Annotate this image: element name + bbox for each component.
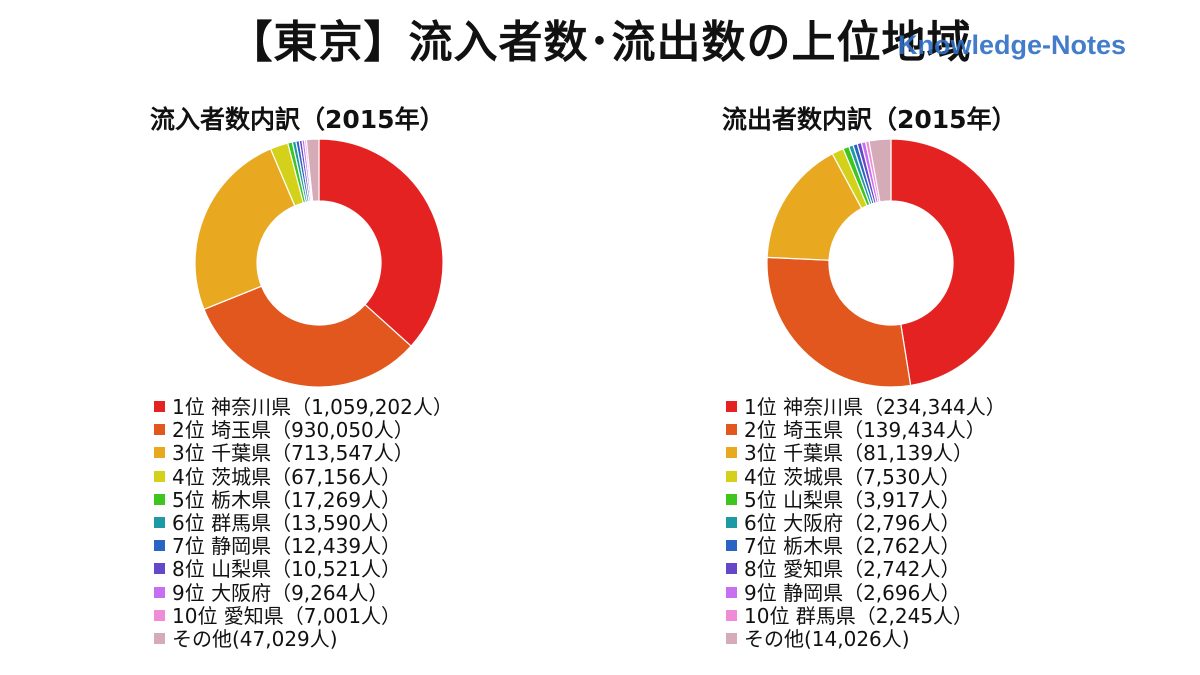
inflow-slice-1 — [318, 138, 444, 347]
legend-label: その他(14,026人) — [744, 626, 910, 651]
legend-label: 1位 神奈川県（1,059,202人） — [172, 395, 453, 419]
inflow-chart-panel: 流入者数内訳（2015年） 1位 神奈川県（1,059,202人） 2位 埼玉県（… — [150, 100, 570, 660]
legend-label: 9位 静岡県（2,696人） — [744, 580, 961, 605]
legend-swatch — [154, 586, 165, 598]
outflow-chart-title: 流出者数内訳（2015年） — [722, 105, 1017, 134]
outflow-chart-panel: 流出者数内訳（2015年） 1位 神奈川県（234,344人） 2位 埼玉県（13… — [722, 100, 1142, 660]
legend-label: 3位 千葉県（81,139人） — [744, 441, 974, 466]
legend-label: 8位 愛知県（2,742人） — [744, 557, 961, 582]
legend-swatch — [154, 470, 165, 482]
outflow-legend-item: 6位 大阪府（2,796人） — [726, 510, 1006, 535]
outflow-legend: 1位 神奈川県（234,344人） 2位 埼玉県（139,434人） 3位 千葉県（… — [726, 395, 1006, 651]
outflow-slice-11 — [868, 138, 892, 203]
legend-swatch — [154, 609, 165, 621]
legend-swatch — [154, 632, 165, 644]
outflow-legend-item: その他(14,026人) — [726, 626, 1006, 651]
outflow-slice-2 — [766, 256, 912, 388]
legend-swatch — [154, 493, 165, 505]
legend-swatch — [726, 632, 737, 644]
legend-label: 2位 埼玉県（930,050人） — [172, 418, 414, 443]
legend-label: 5位 栃木県（17,269人） — [172, 487, 402, 512]
inflow-slice-3 — [194, 148, 296, 311]
outflow-legend-item: 1位 神奈川県（234,344人） — [726, 395, 1006, 419]
legend-swatch — [726, 586, 737, 598]
legend-swatch — [726, 470, 737, 482]
inflow-legend-item: 8位 山梨県（10,521人） — [154, 558, 453, 581]
inflow-legend: 1位 神奈川県（1,059,202人） 2位 埼玉県（930,050人） 3位 千葉… — [154, 395, 453, 651]
outflow-legend-item: 3位 千葉県（81,139人） — [726, 442, 1006, 465]
inflow-slice-2 — [203, 285, 412, 388]
legend-label: その他(47,029人) — [172, 626, 338, 651]
inflow-legend-item: 4位 茨城県（67,156人） — [154, 464, 453, 489]
inflow-legend-item: 7位 静岡県（12,439人） — [154, 535, 453, 558]
legend-label: 4位 茨城県（7,530人） — [744, 464, 961, 489]
legend-label: 7位 栃木県（2,762人） — [744, 534, 961, 559]
legend-swatch — [154, 540, 165, 552]
inflow-donut-chart — [194, 138, 444, 388]
outflow-legend-item: 10位 群馬県（2,245人） — [726, 603, 1006, 628]
legend-label: 6位 大阪府（2,796人） — [744, 510, 961, 535]
inflow-legend-item: 2位 埼玉県（930,050人） — [154, 419, 453, 442]
legend-swatch — [726, 516, 737, 528]
outflow-legend-item: 5位 山梨県（3,917人） — [726, 487, 1006, 512]
legend-swatch — [154, 401, 165, 412]
legend-label: 4位 茨城県（67,156人） — [172, 464, 402, 489]
inflow-legend-item: 10位 愛知県（7,001人） — [154, 603, 453, 628]
legend-label: 10位 愛知県（7,001人） — [172, 603, 402, 628]
inflow-chart-title: 流入者数内訳（2015年） — [150, 105, 445, 134]
legend-label: 9位 大阪府（9,264人） — [172, 580, 389, 605]
legend-label: 6位 群馬県（13,590人） — [172, 510, 402, 535]
legend-swatch — [726, 493, 737, 505]
legend-label: 2位 埼玉県（139,434人） — [744, 418, 986, 443]
legend-swatch — [726, 563, 737, 575]
legend-swatch — [726, 540, 737, 552]
legend-swatch — [154, 424, 165, 436]
inflow-legend-item: その他(47,029人) — [154, 626, 453, 651]
legend-swatch — [154, 516, 165, 528]
legend-label: 7位 静岡県（12,439人） — [172, 534, 402, 559]
legend-swatch — [726, 447, 737, 459]
inflow-legend-item: 3位 千葉県（713,547人） — [154, 442, 453, 465]
legend-swatch — [726, 424, 737, 436]
legend-swatch — [154, 563, 165, 575]
legend-label: 3位 千葉県（713,547人） — [172, 441, 414, 466]
watermark-text: Knowledge-Notes — [898, 30, 1127, 60]
outflow-legend-item: 4位 茨城県（7,530人） — [726, 464, 1006, 489]
legend-swatch — [726, 609, 737, 621]
inflow-slice-11 — [305, 138, 320, 202]
legend-label: 1位 神奈川県（234,344人） — [744, 395, 1006, 419]
inflow-legend-item: 6位 群馬県（13,590人） — [154, 510, 453, 535]
outflow-legend-item: 2位 埼玉県（139,434人） — [726, 419, 1006, 442]
legend-label: 10位 群馬県（2,245人） — [744, 603, 974, 628]
inflow-legend-item: 9位 大阪府（9,264人） — [154, 580, 453, 605]
outflow-legend-item: 9位 静岡県（2,696人） — [726, 580, 1006, 605]
outflow-donut-chart — [766, 138, 1016, 388]
outflow-legend-item: 7位 栃木県（2,762人） — [726, 535, 1006, 558]
outflow-legend-item: 8位 愛知県（2,742人） — [726, 558, 1006, 581]
legend-swatch — [726, 401, 737, 412]
inflow-legend-item: 5位 栃木県（17,269人） — [154, 487, 453, 512]
legend-label: 5位 山梨県（3,917人） — [744, 487, 961, 512]
outflow-slice-1 — [890, 138, 1016, 387]
legend-label: 8位 山梨県（10,521人） — [172, 557, 402, 582]
page-title: 【東京】流入者数･流出数の上位地域 — [228, 17, 972, 68]
inflow-legend-item: 1位 神奈川県（1,059,202人） — [154, 395, 453, 419]
legend-swatch — [154, 447, 165, 459]
